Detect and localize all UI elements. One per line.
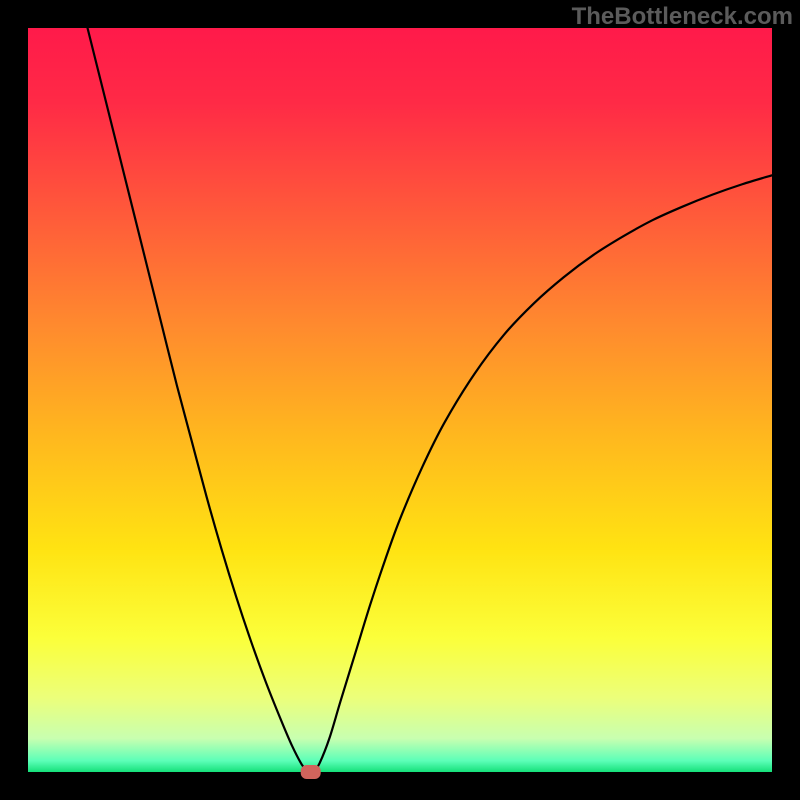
bottleneck-chart: TheBottleneck.com bbox=[0, 0, 800, 800]
chart-svg: TheBottleneck.com bbox=[0, 0, 800, 800]
optimal-point-marker bbox=[301, 765, 321, 779]
source-watermark: TheBottleneck.com bbox=[572, 3, 793, 30]
chart-plot-area bbox=[28, 28, 772, 772]
